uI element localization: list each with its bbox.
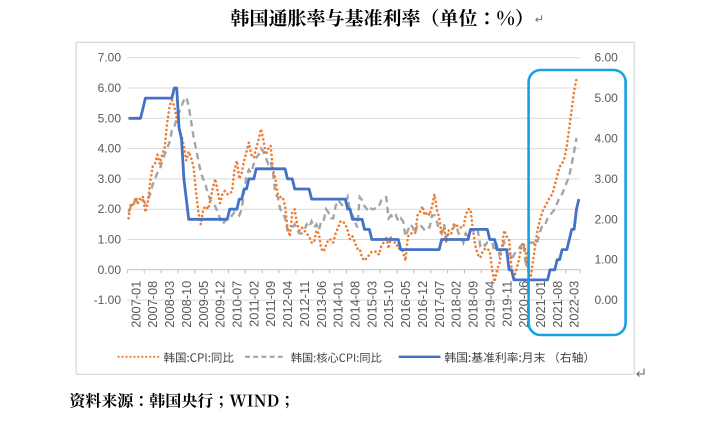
svg-text:2014-01: 2014-01 <box>331 281 346 328</box>
svg-text:2009-05: 2009-05 <box>196 281 211 328</box>
svg-text:2013-06: 2013-06 <box>314 281 329 328</box>
svg-text:1.00: 1.00 <box>98 233 122 247</box>
svg-text:7.00: 7.00 <box>98 51 122 65</box>
svg-text:2014-08: 2014-08 <box>348 281 363 328</box>
svg-text:1.00: 1.00 <box>595 253 619 267</box>
svg-text:2018-02: 2018-02 <box>449 281 464 328</box>
svg-text:2021-08: 2021-08 <box>550 281 565 328</box>
svg-text:2007-01: 2007-01 <box>128 281 143 328</box>
svg-text:-1.00: -1.00 <box>94 293 122 307</box>
svg-text:2012-04: 2012-04 <box>280 281 295 328</box>
svg-text:2008-03: 2008-03 <box>162 281 177 328</box>
svg-text:2019-04: 2019-04 <box>482 281 497 328</box>
svg-text:2015-03: 2015-03 <box>364 281 379 328</box>
svg-text:2019-11: 2019-11 <box>499 281 514 327</box>
svg-text:5.00: 5.00 <box>595 91 619 105</box>
svg-text:5.00: 5.00 <box>98 111 122 125</box>
svg-text:2017-07: 2017-07 <box>432 281 447 328</box>
svg-text:2.00: 2.00 <box>595 212 619 226</box>
svg-text:0.00: 0.00 <box>595 293 619 307</box>
svg-text:2021-01: 2021-01 <box>533 281 548 328</box>
svg-text:2016-05: 2016-05 <box>398 281 413 328</box>
svg-text:4.00: 4.00 <box>595 132 619 146</box>
svg-text:2007-08: 2007-08 <box>145 281 160 328</box>
svg-text:2009-12: 2009-12 <box>213 281 228 328</box>
svg-text:2010-07: 2010-07 <box>230 281 245 328</box>
svg-text:2018-09: 2018-09 <box>466 281 481 328</box>
svg-text:2015-10: 2015-10 <box>381 281 396 328</box>
svg-text:2016-12: 2016-12 <box>415 281 430 328</box>
svg-text:2008-10: 2008-10 <box>179 281 194 328</box>
svg-text:4.00: 4.00 <box>98 142 122 156</box>
svg-text:0.00: 0.00 <box>98 263 122 277</box>
svg-text:6.00: 6.00 <box>98 81 122 95</box>
svg-text:2022-03: 2022-03 <box>567 281 582 328</box>
svg-text:3.00: 3.00 <box>98 172 122 186</box>
svg-text:2011-02: 2011-02 <box>246 281 261 327</box>
svg-text:2.00: 2.00 <box>98 202 122 216</box>
svg-text:2011-09: 2011-09 <box>263 281 278 327</box>
svg-text:6.00: 6.00 <box>595 51 619 65</box>
svg-text:3.00: 3.00 <box>595 172 619 186</box>
svg-text:2012-11: 2012-11 <box>297 281 312 327</box>
